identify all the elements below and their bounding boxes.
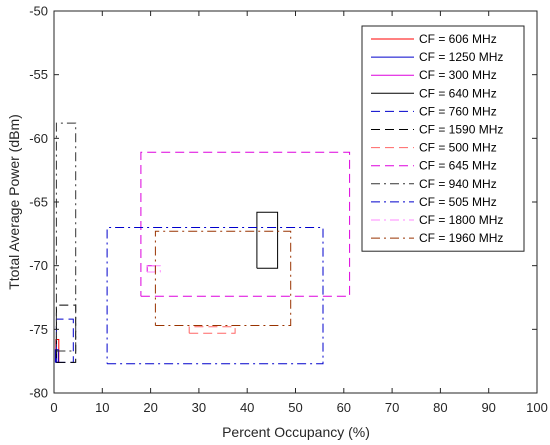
x-tick-label-6: 60: [337, 400, 351, 415]
legend-label-1: CF = 1250 MHz: [419, 50, 503, 64]
y-tick-label-6: -50: [29, 4, 48, 19]
legend-label-10: CF = 1800 MHz: [419, 213, 503, 227]
ticks-layer: 0 10 20 30 40 50 60 70 80 90 100 -80 -75 -70 -65 -60 -55…: [29, 4, 548, 416]
series-line-3: [256, 211, 279, 269]
y-tick-label-2: -70: [29, 258, 48, 273]
legend-label-4: CF = 760 MHz: [419, 104, 497, 118]
legend-box: [361, 25, 525, 252]
x-tick-label-3: 30: [192, 400, 206, 415]
legend: CF = 606 MHz CF = 1250 MHz CF = 300 MHz CF …: [361, 25, 525, 252]
legend-label-6: CF = 500 MHz: [419, 141, 497, 155]
x-tick-label-2: 20: [143, 400, 157, 415]
series-line-9: [106, 227, 324, 365]
y-axis-title: Ttotal Average Power (dBm): [6, 114, 22, 290]
x-tick-label-4: 40: [240, 400, 254, 415]
legend-label-9: CF = 505 MHz: [419, 195, 497, 209]
y-tick-label-4: -60: [29, 131, 48, 146]
x-tick-label-8: 80: [433, 400, 447, 415]
x-tick-label-0: 0: [50, 400, 57, 415]
series-line-7: [140, 151, 351, 297]
x-tick-label-10: 100: [526, 400, 548, 415]
legend-label-11: CF = 1960 MHz: [419, 231, 503, 245]
x-tick-label-7: 70: [385, 400, 399, 415]
series-line-11: [154, 230, 292, 326]
series-line-8: [55, 122, 77, 352]
legend-label-0: CF = 606 MHz: [419, 32, 497, 46]
series-line-10: [146, 265, 161, 273]
y-tick-label-5: -55: [29, 67, 48, 82]
x-axis-title: Percent Occupancy (%): [222, 424, 370, 440]
legend-label-5: CF = 1590 MHz: [419, 123, 503, 137]
series-line-6: [188, 326, 236, 334]
x-tick-label-1: 10: [95, 400, 109, 415]
legend-label-2: CF = 300 MHz: [419, 68, 497, 82]
legend-label-7: CF = 645 MHz: [419, 159, 497, 173]
y-tick-label-0: -80: [29, 386, 48, 401]
x-tick-label-9: 90: [481, 400, 495, 415]
legend-label-3: CF = 640 MHz: [419, 86, 497, 100]
y-tick-label-3: -65: [29, 195, 48, 210]
series-layer: [54, 122, 351, 365]
y-tick-label-1: -75: [29, 322, 48, 337]
legend-label-8: CF = 940 MHz: [419, 177, 497, 191]
x-tick-label-5: 50: [288, 400, 302, 415]
